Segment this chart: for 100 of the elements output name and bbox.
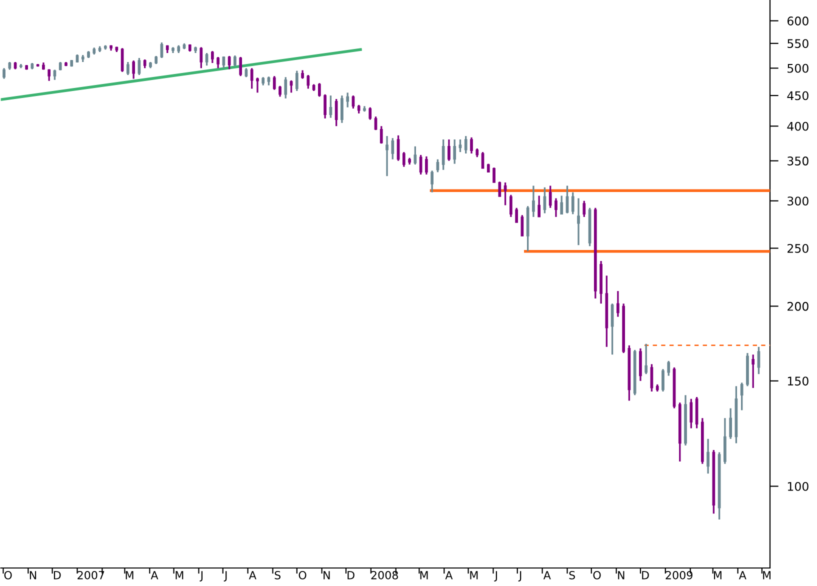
x-tick-label: M: [420, 571, 428, 580]
candlestick: [290, 80, 293, 94]
x-tick-label: M: [176, 571, 184, 580]
candlestick: [380, 125, 383, 144]
candlestick: [729, 407, 732, 440]
x-tick-label: 2008: [371, 570, 398, 580]
candlestick: [740, 382, 744, 412]
candlestick: [548, 184, 552, 209]
x-tick-label: O: [298, 570, 306, 580]
candlestick: [560, 194, 564, 216]
candlestick: [200, 46, 203, 69]
candlestick: [662, 368, 664, 392]
candlestick: [582, 200, 586, 218]
x-tick-label: A: [445, 571, 453, 580]
x-tick-label: N: [324, 571, 330, 580]
candlestick: [48, 68, 51, 82]
candlestick: [644, 343, 648, 375]
x-tick-label: 2007: [78, 570, 104, 580]
x-tick-label: 2009: [666, 570, 692, 580]
candlestick: [272, 75, 276, 91]
candlestick: [509, 194, 512, 218]
y-tick-label: 200: [788, 302, 808, 311]
x-tick-label: J: [494, 571, 497, 582]
candlestick: [318, 82, 321, 98]
y-tick-label: 100: [788, 482, 808, 491]
candlestick: [571, 192, 574, 216]
candlestick: [706, 438, 710, 474]
candlestick: [250, 67, 254, 90]
x-tick-label: S: [274, 570, 280, 580]
y-tick-label: 150: [788, 376, 808, 386]
x-tick-label: N: [618, 571, 624, 580]
candlestick: [554, 197, 558, 218]
x-tick-label: D: [642, 571, 649, 580]
candlestick: [295, 70, 298, 92]
candlestick: [458, 138, 462, 153]
candlestick: [498, 180, 502, 198]
candlestick: [492, 166, 496, 184]
candlestick: [752, 354, 755, 389]
x-tick-label: M: [126, 571, 134, 580]
x-tick-label: M: [763, 571, 770, 580]
candlestick: [616, 290, 620, 318]
candlestick: [324, 94, 326, 120]
candlestick: [334, 98, 338, 127]
candlestick: [160, 42, 164, 59]
candlestick: [234, 54, 236, 67]
x-tick-label: O: [593, 570, 601, 580]
x-tick-label: S: [569, 570, 575, 580]
candlestick: [132, 60, 136, 80]
y-tick-label: 450: [787, 91, 808, 100]
candlestick: [2, 67, 6, 80]
candlestick: [690, 398, 693, 430]
candlestick: [386, 135, 388, 177]
candlestick: [346, 92, 350, 108]
candlestick: [757, 346, 760, 375]
candlestick: [543, 186, 546, 214]
x-tick-label: J: [224, 571, 227, 582]
x-tick-label: D: [348, 571, 354, 580]
candlestick: [430, 170, 434, 194]
y-tick-label: 300: [788, 196, 808, 206]
y-tick-label: 500: [788, 64, 808, 73]
candlestick: [442, 138, 445, 171]
x-tick-label: A: [738, 571, 746, 580]
x-tick-label: M: [714, 571, 722, 580]
candlestick: [306, 74, 310, 90]
candlestick: [448, 138, 450, 162]
candlestick: [205, 52, 208, 66]
y-tick-label: 400: [787, 122, 808, 131]
x-tick-label: M: [470, 571, 478, 580]
candlestick: [126, 61, 130, 76]
x-tick-label: A: [248, 571, 256, 580]
x-tick-label: A: [150, 571, 158, 580]
candlestick: [577, 197, 580, 246]
x-tick-label: J: [518, 571, 522, 582]
y-tick-label: 600: [787, 16, 808, 26]
candlestick: [538, 194, 541, 218]
x-tick-label: A: [543, 571, 551, 580]
candlestick: [210, 50, 214, 64]
candlestick: [470, 136, 473, 154]
candlestick: [667, 360, 670, 377]
x-tick-label: J: [200, 571, 203, 582]
candlestick: [256, 76, 259, 94]
candlestick: [391, 137, 394, 160]
x-tick-label: D: [54, 571, 61, 580]
candlestick: [284, 76, 288, 100]
candlestick: [216, 56, 220, 69]
candlestick: [402, 151, 406, 168]
candlestick: [228, 55, 231, 70]
candlestick: [53, 68, 56, 81]
candlestick: [414, 146, 417, 166]
candlestick: [239, 56, 242, 77]
candlestick: [532, 184, 535, 218]
y-tick-label: 350: [788, 156, 808, 166]
x-tick-label: N: [30, 571, 36, 580]
candlestick: [368, 106, 372, 121]
candlestick: [425, 156, 428, 176]
y-tick-label: 550: [788, 39, 808, 48]
candlestick: [464, 135, 468, 154]
candlestick: [453, 138, 456, 165]
candlestick: [278, 85, 282, 98]
y-tick-label: 250: [788, 244, 808, 253]
